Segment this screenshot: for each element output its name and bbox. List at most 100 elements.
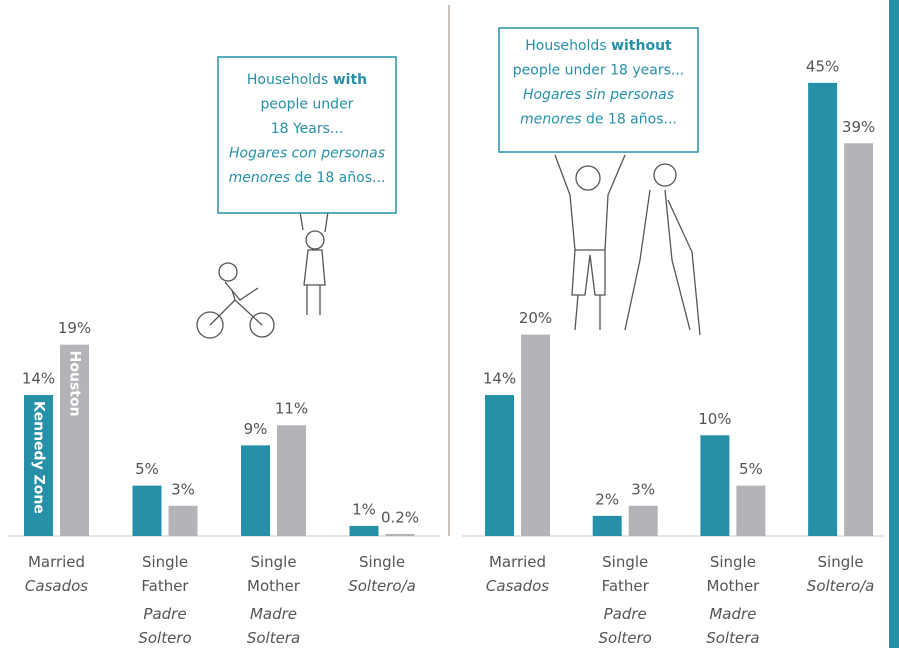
annotation-box — [217, 56, 397, 214]
annotation-text: people under — [261, 97, 354, 113]
series-name: Kennedy Zone — [31, 401, 47, 514]
bar — [385, 533, 415, 536]
value-label: 5% — [135, 460, 159, 478]
annotation-text: menores — [229, 170, 290, 186]
category-label-es: Padre Soltero — [599, 605, 652, 647]
category-label: Single Mother — [247, 553, 301, 595]
annotation-text: people under 18 years... — [513, 63, 685, 79]
category-label: Single — [818, 553, 864, 571]
annotation-text: with — [333, 72, 367, 88]
illustration-adults — [554, 154, 701, 336]
annotation-text: without — [611, 38, 672, 54]
annotation-line: menores de 18 años... — [520, 112, 677, 128]
category-word: Single — [602, 553, 648, 571]
category-label: Single Mother — [706, 553, 760, 595]
value-label: 2% — [595, 490, 619, 508]
bar — [277, 425, 306, 536]
category-label-es: Soltero/a — [807, 577, 875, 595]
annotation-text: de 18 años... — [582, 112, 677, 128]
bar — [592, 515, 622, 536]
category-label-es: Soltero/a — [348, 577, 416, 595]
bar — [241, 445, 270, 536]
category-word: Madre — [709, 605, 756, 623]
category-label-es: Casados — [486, 577, 549, 595]
annotation-line: Households with — [247, 72, 367, 88]
category-word: Soltera — [247, 629, 300, 647]
category-word: Married — [28, 553, 85, 571]
annotation-text: Hogares sin personas — [523, 87, 674, 103]
bar — [485, 395, 514, 536]
category-label-es: Madre Soltera — [247, 605, 300, 647]
value-label: 10% — [698, 410, 731, 428]
bar — [808, 82, 838, 536]
category-label: Married — [28, 553, 85, 571]
category-label-es: Casados — [25, 577, 88, 595]
annotation-line: Hogares sin personas — [523, 87, 674, 103]
category-word: Father — [141, 577, 189, 595]
value-label: 20% — [519, 309, 552, 327]
annotation-text: 18 Years... — [271, 121, 344, 137]
category-word: Soltero/a — [348, 577, 416, 595]
category-word: Casados — [25, 577, 88, 595]
category-word: Single — [818, 553, 864, 571]
bar — [132, 485, 162, 536]
side-stripe — [889, 0, 899, 648]
annotation-line: menores de 18 años... — [229, 170, 386, 186]
category-label: Single — [359, 553, 405, 571]
annotation-line: people under 18 years... — [513, 63, 685, 79]
category-word: Single — [142, 553, 188, 571]
annotation-text: Hogares con personas — [229, 146, 385, 162]
category-word: Soltero/a — [807, 577, 875, 595]
category-label: Married — [489, 553, 546, 571]
bar — [844, 143, 874, 536]
value-label: 11% — [275, 400, 308, 418]
annotation-box — [498, 27, 699, 153]
category-word: Casados — [486, 577, 549, 595]
category-label: Single Father — [141, 553, 189, 595]
bar — [628, 505, 658, 536]
annotation-line: Hogares con personas — [229, 146, 385, 162]
bar — [700, 435, 730, 536]
category-word: Soltero — [599, 629, 652, 647]
value-label: 0.2% — [381, 508, 419, 526]
annotation-text: menores — [520, 112, 581, 128]
annotation-text: Households — [247, 72, 333, 88]
value-label: 3% — [631, 480, 655, 498]
value-label: 5% — [739, 460, 763, 478]
bar — [521, 334, 550, 536]
bar — [349, 525, 379, 536]
category-word: Single — [359, 553, 405, 571]
annotation-text: de 18 años... — [290, 170, 385, 186]
bar — [60, 344, 89, 536]
bar — [736, 485, 766, 536]
series-name: Houston — [67, 351, 83, 417]
category-label: Single Father — [602, 553, 650, 595]
category-word: Soltero — [138, 629, 191, 647]
value-label: 3% — [171, 480, 195, 498]
category-word: Mother — [706, 577, 760, 595]
annotation-line: 18 Years... — [271, 121, 344, 137]
value-label: 14% — [483, 370, 516, 388]
category-word: Single — [250, 553, 296, 571]
annotation-line: Households without — [525, 38, 672, 54]
category-label-es: Padre Soltero — [138, 605, 191, 647]
value-label: 1% — [352, 500, 376, 518]
value-label: 19% — [58, 319, 91, 337]
value-label: 45% — [806, 57, 839, 75]
category-word: Mother — [247, 577, 301, 595]
value-label: 9% — [244, 420, 268, 438]
bar — [168, 505, 198, 536]
illustration-kids — [196, 211, 329, 339]
value-label: 39% — [842, 118, 875, 136]
category-word: Padre — [604, 605, 647, 623]
category-word: Single — [710, 553, 756, 571]
category-word: Father — [602, 577, 650, 595]
category-label-es: Madre Soltera — [706, 605, 759, 647]
bar — [24, 395, 53, 536]
category-word: Soltera — [706, 629, 759, 647]
value-label: 14% — [22, 370, 55, 388]
category-word: Married — [489, 553, 546, 571]
annotation-line: people under — [261, 97, 354, 113]
category-word: Madre — [250, 605, 297, 623]
